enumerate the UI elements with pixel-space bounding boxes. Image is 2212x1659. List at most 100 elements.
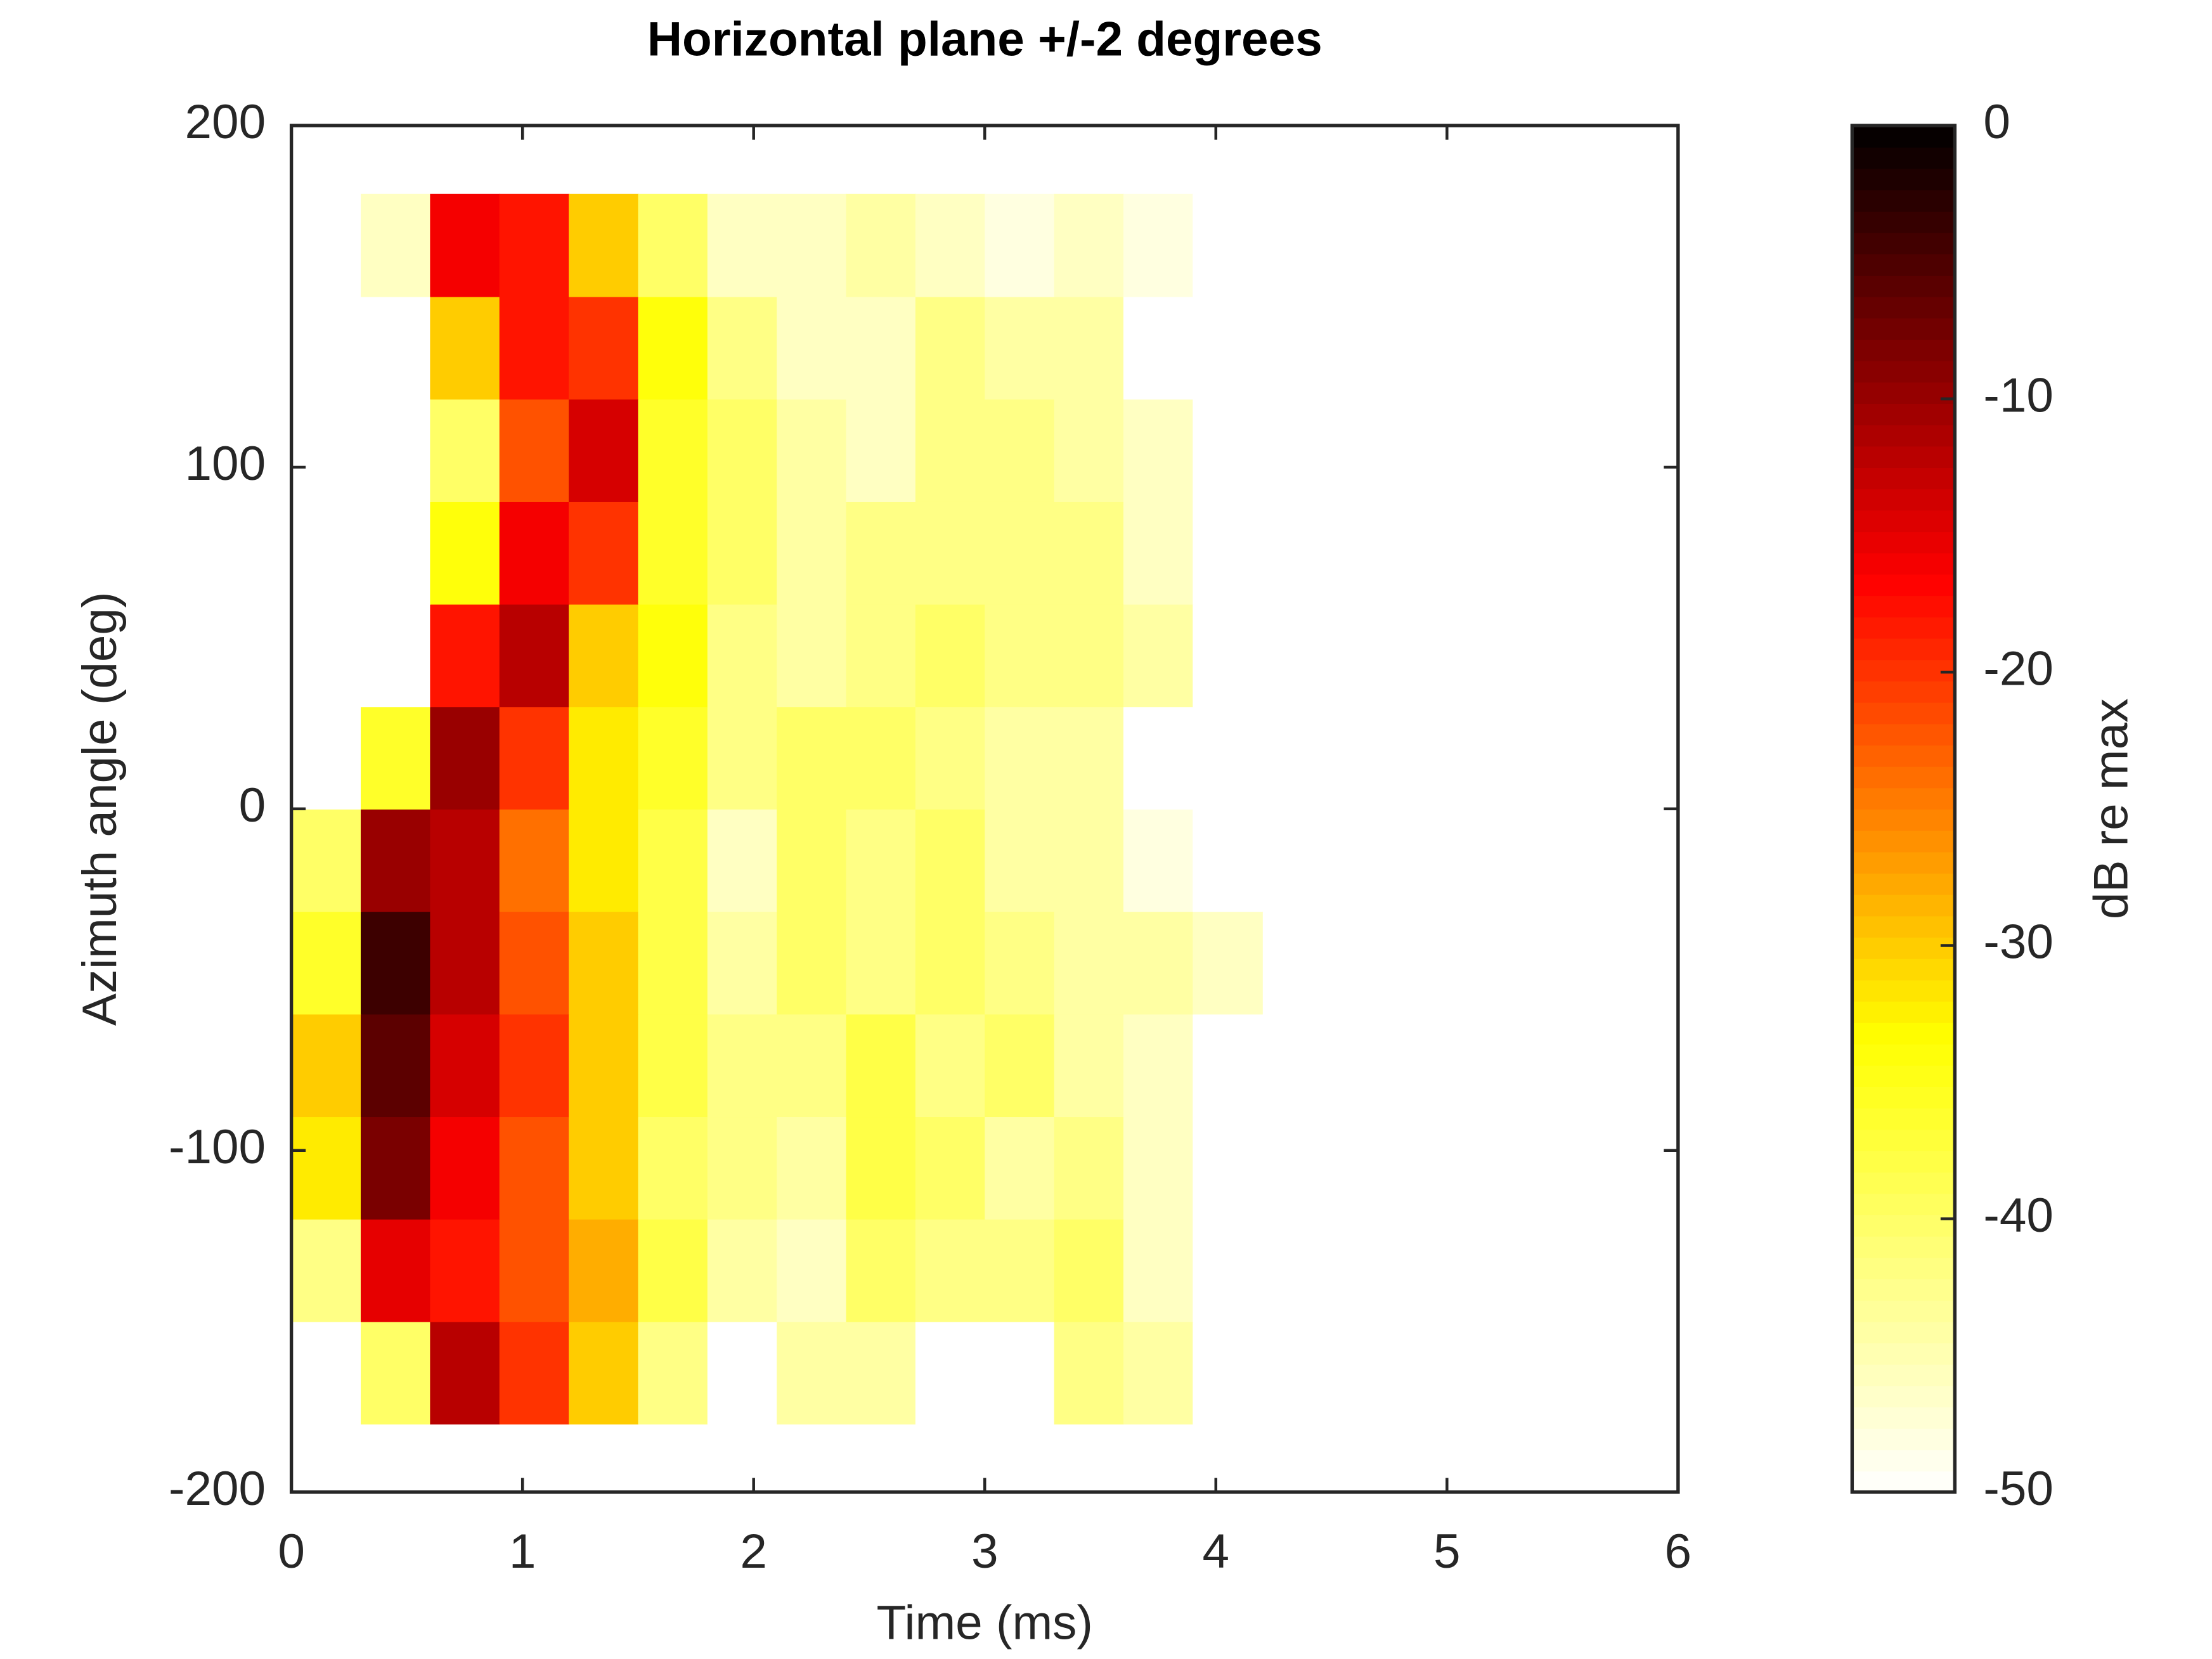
colorbar-segment	[1852, 723, 1955, 746]
colorbar-segment	[1852, 1342, 1955, 1365]
heatmap-cell	[569, 399, 639, 502]
colorbar-segment	[1852, 915, 1955, 938]
heatmap-cell	[430, 706, 500, 810]
colorbar-segment	[1852, 595, 1955, 617]
colorbar-segment	[1852, 318, 1955, 340]
heatmap-cell	[1054, 1218, 1125, 1322]
colorbar-segment	[1852, 1214, 1955, 1237]
colorbar-segment	[1852, 574, 1955, 597]
heatmap-cell	[777, 604, 847, 707]
heatmap-cell	[1054, 911, 1125, 1015]
colorbar-segment	[1852, 190, 1955, 212]
colorbar-segment	[1852, 210, 1955, 233]
heatmap-cell	[1054, 193, 1125, 297]
heatmap-cell	[1054, 706, 1125, 810]
heatmap-cell	[1123, 399, 1194, 502]
heatmap-cell	[1193, 706, 1263, 810]
heatmap-cell	[707, 808, 778, 912]
colorbar-segment	[1852, 1321, 1955, 1344]
heatmap-cell	[915, 1218, 986, 1322]
heatmap-cell	[569, 1321, 639, 1425]
heatmap-cell	[291, 911, 362, 1015]
heatmap-cell	[291, 399, 362, 502]
colorbar-segment	[1852, 1364, 1955, 1386]
heatmap-cell	[638, 1321, 708, 1425]
heatmap-cell	[638, 399, 708, 502]
heatmap-cell	[1123, 1116, 1194, 1220]
colorbar-label: dB re max	[2085, 699, 2138, 920]
heatmap-cell	[569, 808, 639, 912]
y-tick-label: 100	[184, 437, 266, 491]
colorbar-segment	[1852, 488, 1955, 511]
heatmap-cell	[846, 1218, 916, 1322]
heatmap-cell	[985, 193, 1055, 297]
heatmap-cell	[1193, 808, 1263, 912]
colorbar-segment	[1852, 1257, 1955, 1280]
heatmap-cell	[985, 706, 1055, 810]
heatmap-cell	[430, 501, 500, 605]
colorbar-segment	[1852, 808, 1955, 831]
heatmap-cell	[846, 193, 916, 297]
heatmap-cell	[985, 501, 1055, 605]
heatmap-cell	[846, 706, 916, 810]
heatmap-cell	[1054, 399, 1125, 502]
heatmap-cell	[430, 1014, 500, 1118]
heatmap-cell	[499, 604, 570, 707]
heatmap-cell	[499, 296, 570, 400]
heatmap-cell	[707, 1014, 778, 1118]
heatmap-cell	[915, 399, 986, 502]
heatmap-cell	[1054, 1116, 1125, 1220]
heatmap-cell	[846, 1014, 916, 1118]
heatmap-cell	[846, 399, 916, 502]
colorbar-segment	[1852, 1193, 1955, 1215]
heatmap-cell	[707, 193, 778, 297]
heatmap-cell	[915, 296, 986, 400]
heatmap-cell	[1193, 604, 1263, 707]
heatmap-cell	[360, 193, 431, 297]
colorbar-segment	[1852, 446, 1955, 468]
heatmap-cell	[985, 1116, 1055, 1220]
colorbar-segment	[1852, 638, 1955, 661]
colorbar-segment	[1852, 1172, 1955, 1194]
heatmap-cell	[638, 808, 708, 912]
heatmap-cell	[846, 911, 916, 1015]
colorbar-segment	[1852, 979, 1955, 1002]
colorbar-segment	[1852, 1001, 1955, 1023]
heatmap-cell	[638, 296, 708, 400]
heatmap-cell	[846, 808, 916, 912]
x-tick-label: 5	[1433, 1525, 1461, 1578]
heatmap-cell	[1123, 501, 1194, 605]
colorbar-segment	[1852, 339, 1955, 361]
heatmap-cell	[777, 399, 847, 502]
heatmap-cell	[777, 1218, 847, 1322]
heatmap-cell	[1193, 1218, 1263, 1322]
heatmap-cell	[499, 1014, 570, 1118]
colorbar-segment	[1852, 274, 1955, 297]
colorbar-segment	[1852, 126, 1955, 148]
heatmap-cell	[777, 501, 847, 605]
heatmap-cell	[1054, 604, 1125, 707]
heatmap-cell	[915, 706, 986, 810]
x-tick-label: 3	[971, 1525, 999, 1578]
heatmap-cell	[360, 1218, 431, 1322]
heatmap-cell	[846, 501, 916, 605]
heatmap-cell	[1123, 1218, 1194, 1322]
heatmap-cell	[499, 193, 570, 297]
colorbar-segment	[1852, 702, 1955, 725]
x-tick-label: 4	[1202, 1525, 1229, 1578]
heatmap-cell	[707, 604, 778, 707]
heatmap-cell	[569, 501, 639, 605]
heatmap-cell	[360, 706, 431, 810]
heatmap-cell	[1123, 193, 1194, 297]
colorbar-segment	[1852, 403, 1955, 425]
heatmap-cell	[430, 1116, 500, 1220]
colorbar-segment	[1852, 766, 1955, 789]
colorbar-segment	[1852, 296, 1955, 319]
heatmap-cell	[985, 911, 1055, 1015]
heatmap-cell	[915, 193, 986, 297]
heatmap-cell	[777, 1321, 847, 1425]
heatmap-cell	[915, 1116, 986, 1220]
heatmap-cell	[1123, 1321, 1194, 1425]
heatmap-cell	[499, 808, 570, 912]
